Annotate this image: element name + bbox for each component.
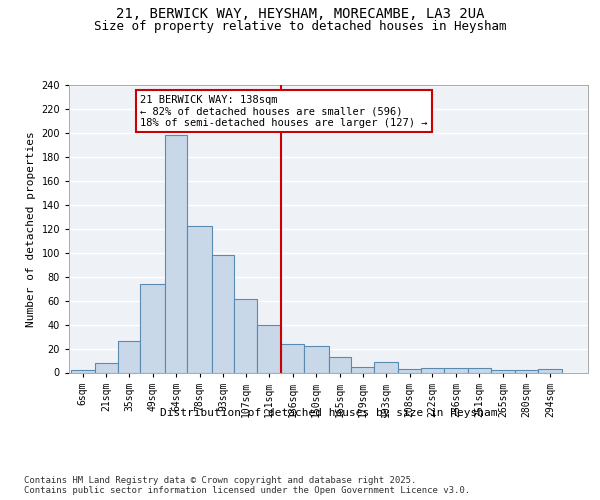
Bar bbox=[374, 362, 398, 372]
Bar bbox=[95, 363, 118, 372]
Bar bbox=[118, 342, 140, 372]
Bar bbox=[257, 324, 281, 372]
Bar bbox=[398, 369, 421, 372]
Bar bbox=[468, 368, 491, 372]
Bar bbox=[164, 136, 187, 372]
Bar bbox=[329, 357, 351, 372]
Bar bbox=[443, 368, 468, 372]
Text: Contains HM Land Registry data © Crown copyright and database right 2025.
Contai: Contains HM Land Registry data © Crown c… bbox=[24, 476, 470, 495]
Bar bbox=[538, 369, 562, 372]
Bar bbox=[304, 346, 329, 372]
Bar bbox=[421, 368, 443, 372]
Text: Distribution of detached houses by size in Heysham: Distribution of detached houses by size … bbox=[160, 408, 497, 418]
Bar bbox=[351, 366, 374, 372]
Bar bbox=[281, 344, 304, 372]
Text: Size of property relative to detached houses in Heysham: Size of property relative to detached ho… bbox=[94, 20, 506, 33]
Bar bbox=[187, 226, 212, 372]
Text: 21, BERWICK WAY, HEYSHAM, MORECAMBE, LA3 2UA: 21, BERWICK WAY, HEYSHAM, MORECAMBE, LA3… bbox=[116, 8, 484, 22]
Bar bbox=[140, 284, 164, 372]
Y-axis label: Number of detached properties: Number of detached properties bbox=[26, 131, 36, 326]
Bar bbox=[235, 300, 257, 372]
Bar bbox=[71, 370, 95, 372]
Bar bbox=[491, 370, 515, 372]
Bar bbox=[212, 255, 235, 372]
Bar bbox=[515, 370, 538, 372]
Text: 21 BERWICK WAY: 138sqm
← 82% of detached houses are smaller (596)
18% of semi-de: 21 BERWICK WAY: 138sqm ← 82% of detached… bbox=[140, 94, 428, 128]
